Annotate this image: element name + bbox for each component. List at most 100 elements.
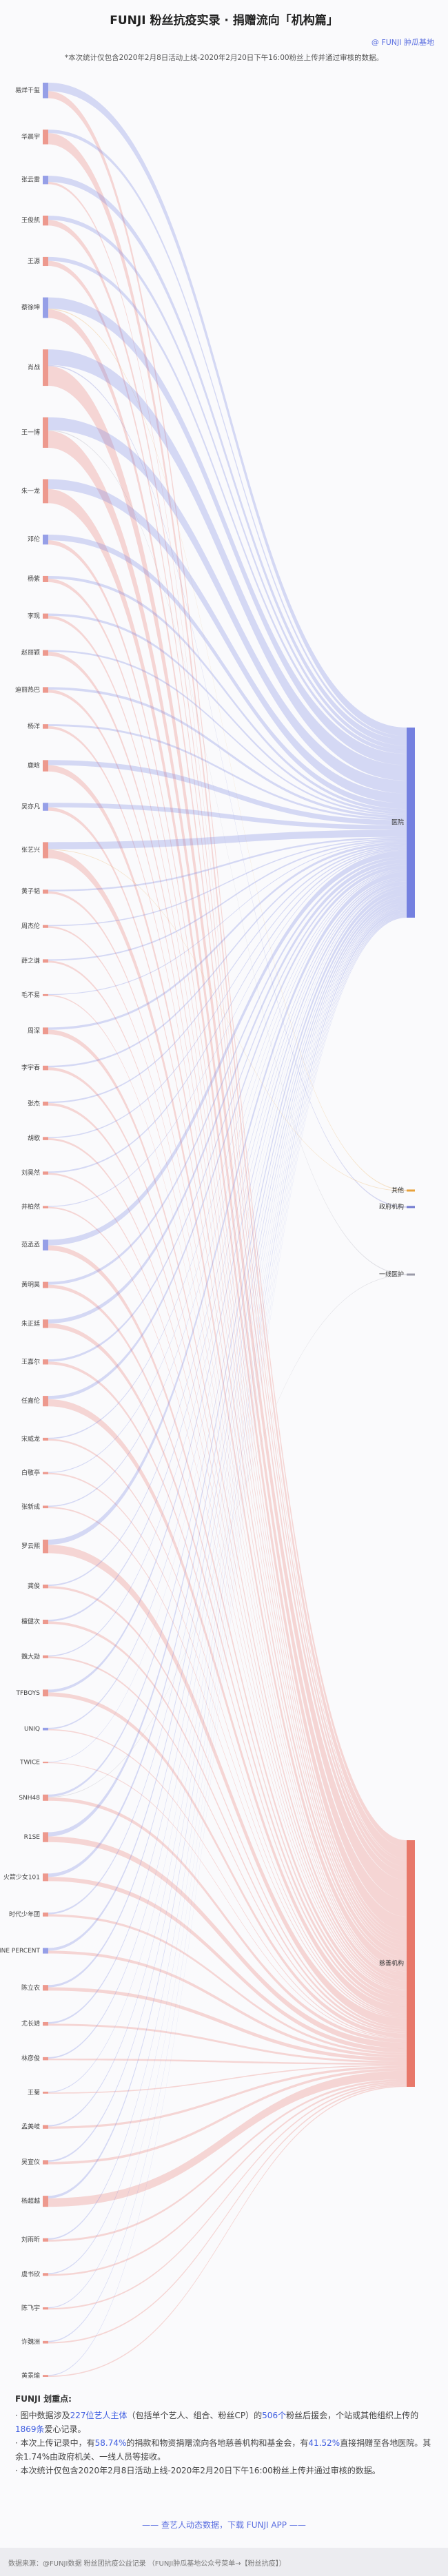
source-label: 黄景瑜 [21,2371,40,2380]
source-node [43,925,48,928]
flow [48,2068,407,2165]
summary-text: 粉丝后援会，个站或其他组织上传的 [286,2411,419,2420]
flow [48,807,407,1961]
source-label: 林彦俊 [21,2054,40,2063]
flow [48,859,407,1323]
source-node [43,613,48,619]
flow [48,687,407,818]
source-node [43,2160,48,2165]
flow [48,903,407,2024]
flow [48,1621,407,2032]
source-label: 张杰 [28,1099,40,1107]
flow [48,2070,407,2207]
summary-text: 直接捐赠至各地医院。其余1.74%由政府机关、一线人员等接收。 [15,2438,431,2462]
flow [48,916,407,2376]
title: FUNJI 粉丝抗疫实录 · 捐赠流向「机构篇」 [110,13,338,28]
flow [48,1877,407,2053]
flow [48,652,407,1946]
source-label: 陈飞宇 [21,2304,40,2312]
flow [48,850,407,1246]
target-label: 政府机构 [379,1203,404,1211]
summary-text: · 本次统计仅包含2020年2月8日活动上线-2020年2月20日下午16:00… [15,2466,380,2475]
data-source: 数据来源：@FUNJI数据 粉丝团抗疫公益记录 （FUNJI肿瓜基地公众号菜单→… [8,2560,286,2568]
flow [48,366,407,1900]
source-label: 王一博 [21,428,40,436]
source-label: 朱一龙 [21,486,40,495]
flow [48,724,407,821]
source-label: 鹿晗 [28,761,40,770]
summary-text: 爱心记录。 [44,2424,86,2434]
flow [48,540,407,1935]
source-label: 李宇春 [21,1064,40,1072]
source-node [43,1948,48,1954]
target-label: 一线医护 [379,1270,404,1279]
source-label: 龚俊 [28,1582,40,1590]
flow [48,650,407,816]
source-node [43,1359,48,1365]
source-node [43,1437,48,1441]
source-label: TWICE [19,1760,40,1766]
sankey-chart: FUNJI 粉丝抗疫实录 · 捐赠流向「机构篇」 @ FUNJI 肿瓜基地 *本… [0,13,434,2380]
highlight: 227位艺人主体 [70,2411,128,2420]
source-label: 尤长靖 [21,2019,40,2028]
source-label: 蔡徐坤 [21,303,40,311]
source-node [43,1101,48,1106]
source-label: 杨超越 [21,2197,40,2205]
flow [48,856,407,1285]
flow [48,256,407,754]
flow [48,836,407,892]
flow [48,1797,407,2043]
flow [48,904,407,2059]
source-node [43,1832,48,1842]
summary-point: · 本次统计仅包含2020年2月8日活动上线-2020年2月20日下午16:00… [15,2464,433,2477]
flow [48,1656,407,2034]
source-node [43,1873,48,1882]
source-label: 檀健次 [21,1618,40,1626]
source-node [43,1206,48,1208]
source-label: 白敬亭 [21,1469,40,1477]
source-label: 邓伦 [28,535,40,544]
flow [48,1245,407,1997]
flow [48,841,407,996]
source-label: 杨洋 [28,722,40,730]
source-node [43,650,48,656]
flow [48,2084,407,2344]
source-node [43,2273,48,2276]
flow [48,1399,407,2015]
note: *本次统计仅包含2020年2月8日活动上线-2020年2月20日下午16:00粉… [65,53,383,62]
source-node [43,1985,48,1991]
flow [48,897,407,1951]
flow [48,2081,407,2276]
source-node [43,1727,48,1731]
source-label: 宋威龙 [21,1434,40,1443]
flow [48,182,407,1861]
source-node [43,1689,48,1697]
flow [48,726,407,1951]
source-node [43,1319,48,1328]
source-label: TFBOYS [16,1690,41,1697]
source-node [43,993,48,996]
summary: FUNJI 划重点: · 图中数据涉及227位艺人主体（包括单个艺人、组合、粉丝… [15,2392,433,2477]
source-node [43,1913,48,1917]
flow [48,1836,407,2049]
footer-band [0,2548,448,2576]
source-label: 范丞丞 [21,1241,40,1249]
target-label: 慈善机构 [379,1959,404,1968]
flow [48,130,407,740]
source-label: 朱正廷 [21,1319,40,1328]
flow [48,865,407,1400]
flow [48,534,407,810]
target-label: 医院 [391,818,404,827]
flow [48,1439,407,2016]
source-label: 肖战 [28,363,40,371]
source-label: 罗云熙 [21,1543,40,1550]
flow [48,960,407,1975]
flow [48,892,407,1877]
flow [48,838,407,927]
flow [48,905,407,2093]
source-node [43,2340,48,2344]
flow [48,1950,407,2058]
source-label: 易烊千玺 [15,86,40,94]
source-node [43,1027,48,1035]
flow [48,995,407,1977]
